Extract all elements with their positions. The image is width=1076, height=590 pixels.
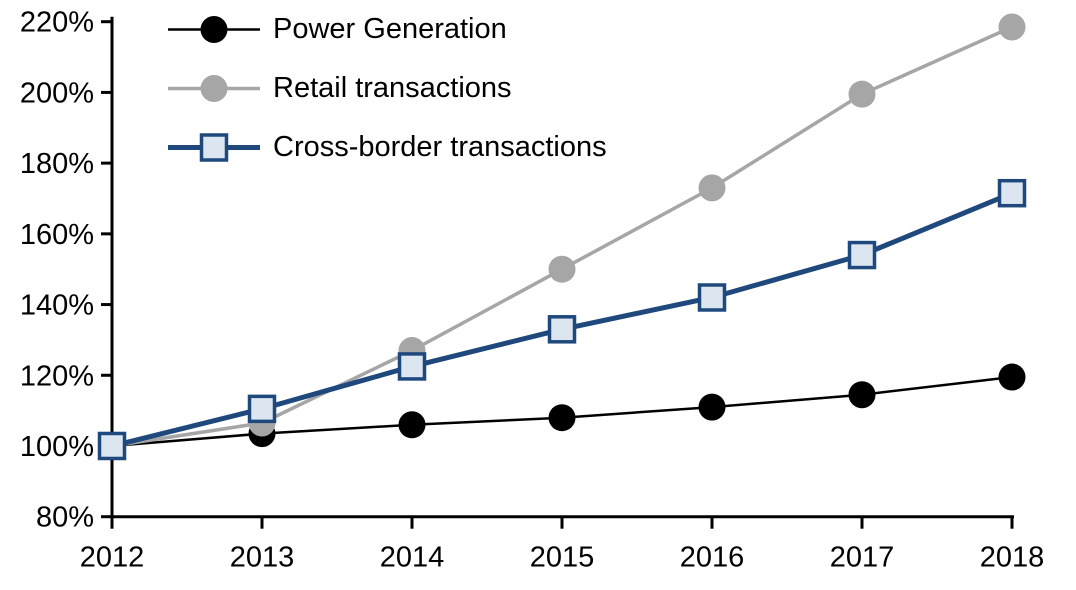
data-point-marker xyxy=(698,174,726,202)
x-tick-label: 2018 xyxy=(980,542,1045,574)
data-point-marker xyxy=(998,363,1026,391)
data-point-marker xyxy=(397,352,427,381)
x-axis: 2012 2013 2014 2015 2016 2017 2018 xyxy=(80,515,1045,574)
data-point-marker xyxy=(848,80,876,108)
data-point-marker xyxy=(698,393,726,421)
data-point-marker xyxy=(848,381,876,409)
y-tick-label: 100% xyxy=(20,431,94,463)
legend-label: Cross-border transactions xyxy=(273,131,607,163)
x-tick-label: 2017 xyxy=(830,542,895,574)
y-tick-label: 180% xyxy=(20,148,94,180)
data-point-marker xyxy=(398,411,426,439)
legend-label: Retail transactions xyxy=(273,72,512,104)
legend-item: Retail transactions xyxy=(167,72,607,105)
data-point-marker xyxy=(547,315,577,344)
y-axis: 80% 100% 120% 140% 160% 180% 200% 220% xyxy=(20,7,114,534)
x-tick-label: 2015 xyxy=(530,542,595,574)
x-tick-label: 2013 xyxy=(230,542,295,574)
data-point-marker xyxy=(548,255,576,283)
series-0 xyxy=(98,363,1026,460)
y-tick-label: 140% xyxy=(20,290,94,322)
y-tick-label: 120% xyxy=(20,360,94,392)
data-point-marker xyxy=(847,240,877,270)
y-tick-label: 220% xyxy=(20,7,94,39)
y-tick-label: 160% xyxy=(20,219,94,251)
chart-legend: Power Generation Retail transactions Cross… xyxy=(167,13,607,164)
data-point-marker xyxy=(997,178,1027,208)
data-point-marker xyxy=(97,431,127,461)
legend-item: Cross-border transactions xyxy=(167,131,607,164)
x-tick-label: 2012 xyxy=(80,542,145,574)
legend-marker-sample xyxy=(168,133,260,162)
data-point-marker xyxy=(697,283,727,312)
x-tick-label: 2016 xyxy=(680,542,745,574)
legend-item: Power Generation xyxy=(167,13,607,46)
y-tick-label: 200% xyxy=(20,77,94,109)
legend-marker-sample xyxy=(168,16,260,43)
data-point-marker xyxy=(548,404,576,432)
data-point-marker xyxy=(247,394,277,424)
x-tick-label: 2014 xyxy=(380,542,445,574)
data-point-marker xyxy=(998,13,1026,41)
legend-marker-sample xyxy=(168,75,260,102)
series-2 xyxy=(97,178,1027,461)
y-tick-label: 80% xyxy=(36,502,94,534)
legend-label: Power Generation xyxy=(273,13,507,45)
